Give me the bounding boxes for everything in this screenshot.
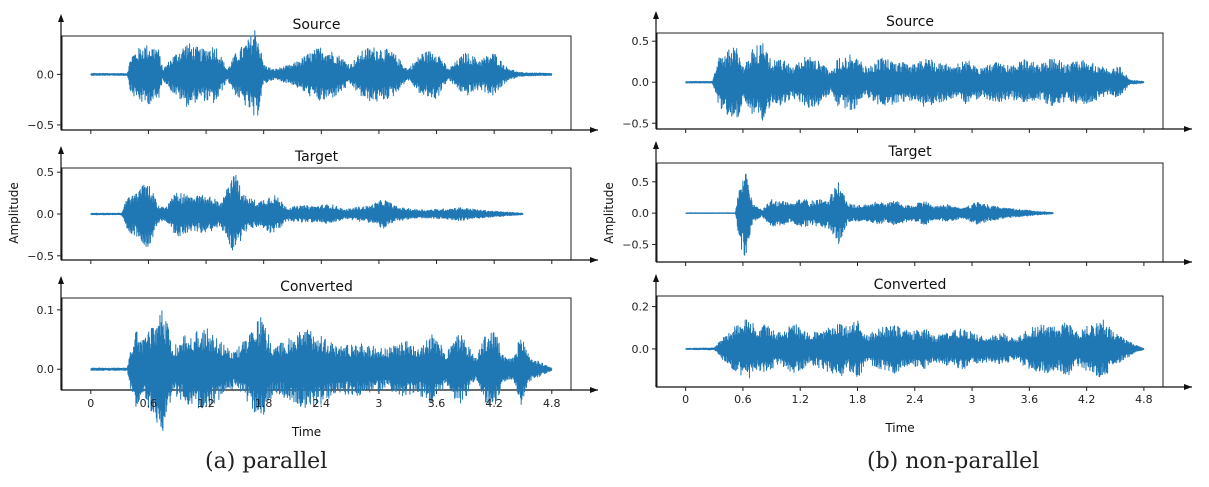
x-tick-label: 3.6 <box>428 397 446 410</box>
x-tick-label: 4.8 <box>1135 393 1153 406</box>
subplot-title: Target <box>294 149 339 165</box>
y-tick-label: 0.2 <box>632 301 650 314</box>
y-tick-label: 0.0 <box>37 68 55 81</box>
x-axis-arrowhead <box>590 387 598 393</box>
x-axis-arrowhead <box>1184 126 1192 132</box>
caption-parallel: (a) parallel <box>205 449 328 474</box>
y-tick-label: 0.0 <box>632 207 650 220</box>
y-tick-label: −0.5 <box>27 250 54 263</box>
subplot-target: Target 0.5 0.0 −0.5 <box>27 146 598 264</box>
y-tick-label: −0.5 <box>27 119 54 132</box>
y-axis-arrowhead <box>653 141 659 149</box>
y-tick-label: 0.0 <box>632 76 650 89</box>
x-tick-label: 0.6 <box>734 393 752 406</box>
subplot-converted: Converted 0.2 0.0 <box>632 274 1192 391</box>
waveform-series <box>90 310 553 431</box>
x-axis-arrowhead <box>1184 384 1192 390</box>
y-tick-label: 0.0 <box>37 363 55 376</box>
x-axis-arrowhead <box>590 257 598 263</box>
x-tick-label: 1.8 <box>849 393 867 406</box>
caption-non-parallel: (b) non-parallel <box>867 449 1040 474</box>
x-tick-label: 2.4 <box>906 393 924 406</box>
x-tick-label: 4.8 <box>543 397 561 410</box>
waveform-series <box>685 319 1145 379</box>
x-tick-label: 3 <box>969 393 976 406</box>
subplot-converted: Converted 0.1 0.0 <box>37 276 598 431</box>
waveform-series <box>90 30 553 116</box>
subplot-title: Target <box>887 144 932 160</box>
y-tick-label: 0.5 <box>632 176 650 189</box>
x-axis-label: Time <box>884 421 914 435</box>
chart-non-parallel: Source 0.5 0.0 −0.5 Target 0.5 0.0 −0.5 Converte… <box>602 11 1192 435</box>
waveform-series <box>685 43 1145 121</box>
x-tick-label: 3 <box>375 397 382 410</box>
y-tick-label: −0.5 <box>622 238 649 251</box>
y-tick-label: 0.1 <box>37 304 55 317</box>
x-axis-arrowhead <box>590 127 598 133</box>
y-axis-arrowhead <box>653 274 659 282</box>
x-tick-label: 0.6 <box>140 397 158 410</box>
y-tick-label: 0.0 <box>632 343 650 356</box>
x-tick-label: 1.8 <box>255 397 273 410</box>
y-axis-arrowhead <box>653 11 659 19</box>
subplot-title: Source <box>292 17 340 33</box>
x-tick-label: 1.2 <box>791 393 809 406</box>
x-tick-label: 0 <box>682 393 689 406</box>
chart-parallel: Source 0.0 −0.5 Target 0.5 0.0 −0.5 Converted 0.… <box>7 14 598 439</box>
y-tick-label: 0.5 <box>37 166 55 179</box>
subplot-source: Source 0.0 −0.5 <box>27 14 598 134</box>
x-tick-label: 0 <box>87 397 94 410</box>
x-tick-label: 1.2 <box>197 397 215 410</box>
x-axis-label: Time <box>291 425 321 439</box>
subplot-title: Source <box>886 14 934 30</box>
subplot-title: Converted <box>280 279 353 295</box>
y-tick-label: 0.0 <box>37 208 55 221</box>
y-axis-label: Amplitude <box>7 182 21 244</box>
x-tick-label: 2.4 <box>313 397 331 410</box>
y-axis-arrowhead <box>58 146 64 154</box>
subplot-source: Source 0.5 0.0 −0.5 <box>622 11 1192 133</box>
x-tick-label: 4.2 <box>1078 393 1096 406</box>
y-tick-label: −0.5 <box>622 117 649 130</box>
y-axis-arrowhead <box>58 14 64 22</box>
subplot-title: Converted <box>874 277 947 293</box>
waveform-series <box>90 174 524 251</box>
y-axis-label: Amplitude <box>602 182 616 244</box>
x-axis-arrowhead <box>1184 259 1192 265</box>
x-tick-label: 4.2 <box>485 397 503 410</box>
x-tick-label: 3.6 <box>1021 393 1039 406</box>
y-tick-label: 0.5 <box>632 35 650 48</box>
subplot-target: Target 0.5 0.0 −0.5 <box>622 141 1192 266</box>
waveform-series <box>685 173 1054 256</box>
y-axis-arrowhead <box>58 276 64 284</box>
